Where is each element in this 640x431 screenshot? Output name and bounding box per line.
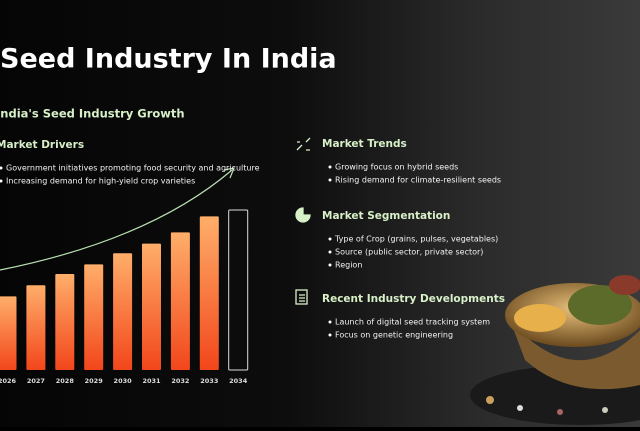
bar bbox=[228, 209, 249, 371]
x-tick-label: 2034 bbox=[229, 377, 248, 385]
section-item: Region bbox=[335, 261, 362, 270]
x-tick-label: 2026 bbox=[0, 377, 17, 385]
drivers-list: Government initiatives promoting food se… bbox=[0, 164, 260, 186]
section-item: Launch of digital seed tracking system bbox=[335, 318, 490, 327]
section-heading: Market Trends bbox=[322, 138, 407, 150]
section-heading: Market Segmentation bbox=[322, 210, 450, 222]
arrow-head bbox=[223, 167, 235, 179]
section-item: Type of Crop (grains, pulses, vegetables… bbox=[334, 235, 498, 244]
section-item: Rising demand for climate-resilient seed… bbox=[335, 176, 501, 185]
bullet bbox=[0, 179, 3, 183]
driver-item: Increasing demand for high-yield crop va… bbox=[6, 177, 195, 186]
seed-basket-image bbox=[470, 275, 640, 425]
icons bbox=[295, 137, 311, 305]
x-tick-label: 2029 bbox=[85, 377, 104, 385]
bar bbox=[84, 264, 104, 370]
subtitle: India's Seed Industry Growth bbox=[0, 107, 185, 121]
driver-item: Government initiatives promoting food se… bbox=[6, 164, 260, 173]
x-tick-label: 2030 bbox=[114, 377, 133, 385]
x-tick-label: 2033 bbox=[200, 377, 218, 385]
bullet bbox=[0, 166, 3, 170]
bullet bbox=[328, 250, 332, 254]
sections: Market Trends Growing focus on hybrid see… bbox=[322, 138, 505, 340]
title: Seed Industry In India bbox=[0, 44, 337, 75]
bar bbox=[26, 285, 46, 370]
section-heading: Recent Industry Developments bbox=[322, 293, 505, 305]
x-tick-label: 2028 bbox=[56, 377, 75, 385]
bar bbox=[113, 253, 133, 370]
bar bbox=[0, 296, 17, 370]
bar bbox=[55, 274, 75, 370]
bullet bbox=[328, 178, 332, 182]
x-tick-label: 2031 bbox=[142, 377, 161, 385]
x-tick-label: 2032 bbox=[171, 377, 189, 385]
drivers-heading: Market Drivers bbox=[0, 139, 84, 151]
bullet bbox=[328, 333, 332, 337]
bar bbox=[170, 232, 190, 370]
growth-arrow bbox=[0, 169, 233, 271]
bar bbox=[142, 243, 161, 370]
section-item: Source (public sector, private sector) bbox=[335, 248, 483, 257]
bullet bbox=[328, 165, 332, 169]
bar bbox=[199, 216, 219, 370]
bullet bbox=[328, 320, 332, 324]
section-item: Focus on genetic engineering bbox=[335, 331, 453, 340]
bullet bbox=[328, 263, 332, 267]
bullet bbox=[328, 237, 332, 241]
x-tick-label: 2027 bbox=[27, 377, 45, 385]
chart: 2026 2027 2028 2029 2030 2031 2032 2033 2034 bbox=[0, 209, 249, 385]
section-item: Growing focus on hybrid seeds bbox=[335, 163, 458, 172]
